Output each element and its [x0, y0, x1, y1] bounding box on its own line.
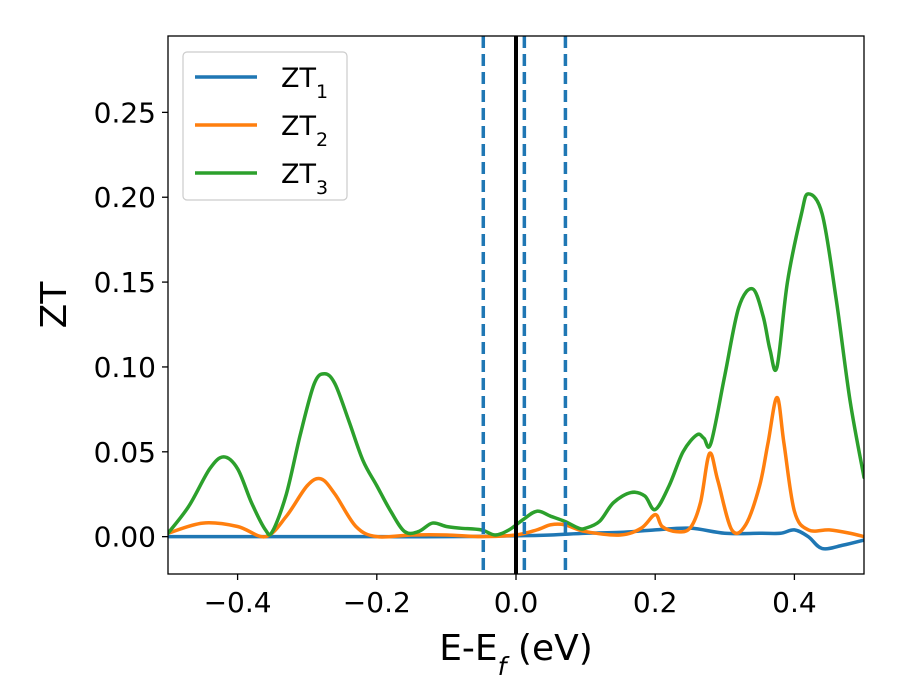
axes: −0.4 −0.2 0.0 0.2 0.4 0.00 0.05 0.10 0.15 0.20 0.2…	[34, 35, 865, 681]
legend-label-zt3: ZT3	[281, 159, 328, 199]
y-tick-label: 0.25	[94, 96, 156, 129]
series-line-zt3	[168, 192, 864, 537]
y-tick-label: 0.10	[94, 351, 156, 384]
legend-label-zt1: ZT1	[281, 63, 328, 103]
y-tick-label: 0.05	[94, 436, 156, 469]
y-tick-label: 0.00	[94, 521, 156, 554]
y-tick-label: 0.15	[94, 266, 156, 299]
legend-label-zt2: ZT2	[281, 111, 328, 151]
x-tick-label: −0.2	[343, 586, 411, 619]
legend: ZT1 ZT2 ZT3	[182, 51, 348, 201]
x-tick-label: −0.4	[204, 586, 272, 619]
legend-box	[182, 51, 348, 201]
x-tick-label: 0.4	[772, 586, 817, 619]
x-tick-label: 0.2	[633, 586, 678, 619]
series-line-zt2	[168, 395, 864, 539]
y-tick-label: 0.20	[94, 181, 156, 214]
y-axis-label: ZT	[34, 281, 75, 329]
series-line-zt1	[168, 526, 864, 551]
x-tick-label: 0.0	[494, 586, 539, 619]
x-axis-label: E-Ef (eV)	[439, 628, 593, 681]
plot-area	[168, 36, 864, 574]
